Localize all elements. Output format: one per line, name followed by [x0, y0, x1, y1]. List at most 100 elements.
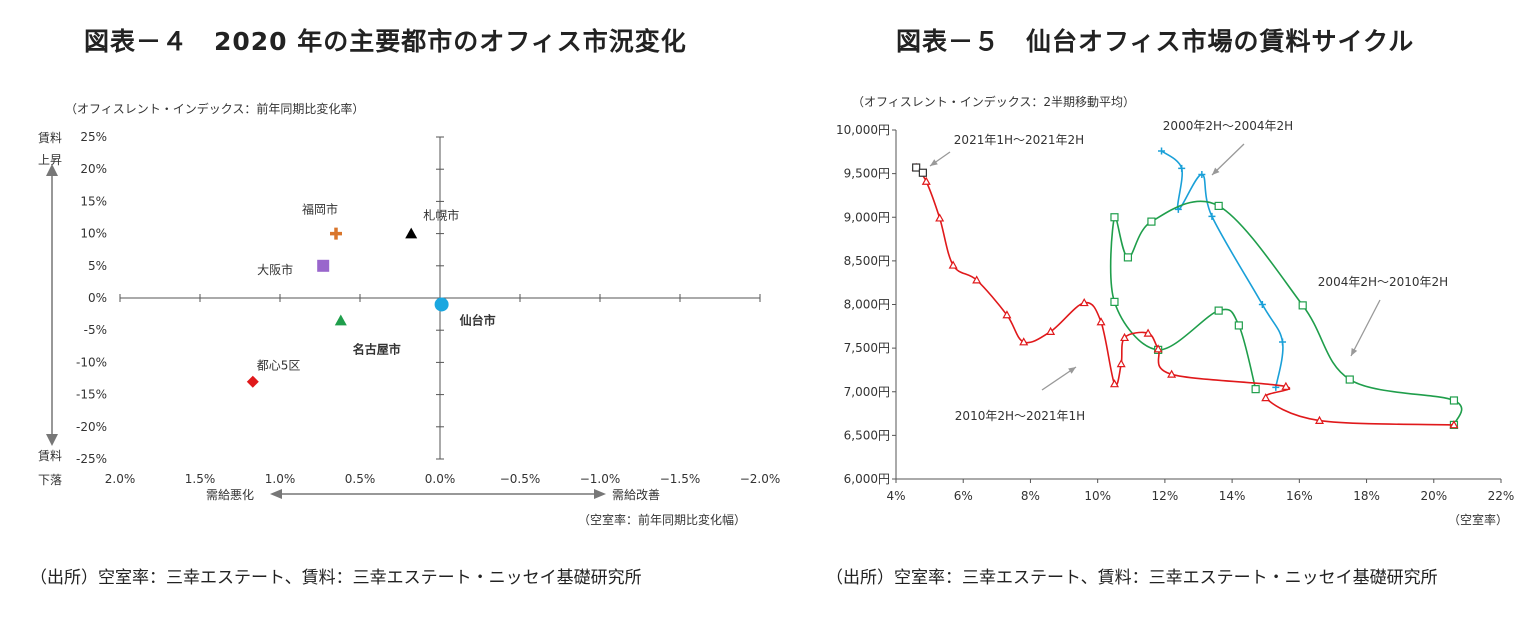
cycle-point-2-10 — [1096, 317, 1106, 326]
cycle-point-2-14 — [1002, 310, 1012, 319]
scatter-x-tick-label: −2.0% — [740, 472, 781, 486]
scatter-point-label-5: 都心5区 — [257, 359, 301, 373]
scatter-y-axis-label: （オフィスレント・インデックス：前年同期比変化率） — [65, 101, 364, 116]
cycle-y-tick-label: 6,000円 — [844, 472, 890, 486]
cycle-series-line-1 — [1109, 200, 1463, 426]
cycle-y-tick-label: 7,000円 — [844, 385, 890, 399]
cycle-point-2-4 — [1167, 369, 1177, 378]
cycle-point-2-8 — [1116, 359, 1126, 368]
cycle-x-tick-label: 18% — [1353, 489, 1380, 503]
scatter-x-tick-label: 2.0% — [105, 472, 136, 486]
scatter-y-tick-label: 0% — [88, 291, 107, 305]
cycle-point-2-18 — [921, 176, 931, 185]
cycle-point-0-0 — [1158, 147, 1166, 155]
cycle-x-tick-label: 22% — [1488, 489, 1515, 503]
cycle-pointer-arrowhead-3 — [930, 159, 938, 166]
left-chart-title: 図表－４ 2020 年の主要都市のオフィス市況変化 — [84, 27, 687, 56]
cycle-x-tick-label: 14% — [1219, 489, 1246, 503]
cycle-y-tick-label: 8,000円 — [844, 298, 890, 312]
cycle-series-line-2 — [915, 167, 1454, 426]
cycle-point-2-15 — [972, 275, 982, 284]
cycle-point-2-11 — [1079, 298, 1089, 307]
scatter-y-tick-label: -10% — [76, 355, 107, 369]
cycle-point-2-1 — [1314, 415, 1325, 424]
cycle-point-1-5 — [1110, 213, 1119, 222]
scatter-x-tick-label: −1.0% — [580, 472, 621, 486]
scatter-y-tick-label: -25% — [76, 452, 107, 466]
cycle-series-label-2: 2010年2H～2021年1H — [955, 409, 1085, 423]
cycle-pointer-arrow-0 — [1211, 143, 1245, 176]
cycle-point-1-8 — [1214, 201, 1223, 211]
scatter-point-label-4: 名古屋市 — [353, 342, 401, 357]
rent-up-arrowhead — [46, 164, 58, 176]
cycle-point-2-0 — [1449, 420, 1459, 429]
cycle-point-1-9 — [1298, 301, 1307, 310]
cycle-series-label-0: 2000年2H～2004年2H — [1163, 119, 1293, 133]
scatter-x-tick-label: 0.0% — [425, 472, 456, 486]
cycle-x-tick-label: 20% — [1420, 489, 1447, 503]
cycle-point-0-5 — [1258, 301, 1266, 308]
cycle-point-1-6 — [1123, 253, 1133, 262]
cycle-point-2-13 — [1019, 337, 1029, 346]
cycle-y-tick-label: 10,000円 — [836, 123, 890, 137]
cycle-pointer-arrowhead-1 — [1351, 348, 1358, 356]
cycle-point-2-9 — [1109, 379, 1119, 388]
scatter-x-axis-label: （空室率：前年同期比変化幅） — [578, 512, 746, 527]
scatter-point-1 — [330, 227, 342, 240]
rent-up-label-1: 賃料 — [38, 130, 62, 145]
sendai-rent-cycle-chart: （オフィスレント・インデックス：2半期移動平均） （空室率） 10,000円 9,… — [836, 94, 1515, 527]
cycle-y-tick-label: 9,500円 — [844, 167, 890, 181]
rent-down-arrowhead — [46, 434, 58, 446]
scatter-point-label-1: 福岡市 — [302, 202, 338, 217]
city-office-market-scatter: （オフィスレント・インデックス：前年同期比変化率） （空室率：前年同期比変化幅）… — [38, 101, 781, 527]
cycle-point-1-2 — [1214, 306, 1223, 315]
supply-right-arrowhead — [594, 489, 606, 499]
cycle-point-0-1 — [1178, 164, 1186, 172]
supply-better-label: 需給改善 — [612, 487, 660, 502]
cycle-point-1-4 — [1110, 297, 1119, 306]
scatter-x-tick-label: 1.5% — [185, 472, 216, 486]
cycle-point-2-3 — [1281, 381, 1291, 390]
cycle-point-2-6 — [1143, 328, 1153, 337]
rent-up-label-2: 上昇 — [38, 153, 62, 167]
cycle-point-1-10 — [1345, 375, 1354, 384]
cycle-y-tick-label: 8,500円 — [844, 254, 890, 268]
cycle-x-tick-label: 16% — [1286, 489, 1313, 503]
cycle-point-0-3 — [1198, 170, 1206, 178]
cycle-y-tick-label: 9,000円 — [844, 210, 890, 224]
cycle-point-2-2 — [1261, 393, 1271, 402]
scatter-x-tick-label: 1.0% — [265, 472, 296, 486]
scatter-y-tick-label: 10% — [80, 227, 107, 241]
cycle-point-1-1 — [1234, 321, 1243, 330]
scatter-x-tick-label: −1.5% — [660, 472, 701, 486]
cycle-point-1-7 — [1147, 217, 1156, 226]
cycle-y-tick-label: 7,500円 — [844, 341, 890, 355]
cycle-point-2-5 — [1153, 344, 1163, 353]
left-source-note: （出所）空室率：三幸エステート、賃料：三幸エステート・ニッセイ基礎研究所 — [30, 568, 642, 588]
scatter-y-tick-label: 15% — [80, 194, 107, 208]
cycle-series-line-0 — [1161, 150, 1284, 388]
cycle-point-0-4 — [1208, 212, 1216, 220]
cycle-point-0-6 — [1279, 338, 1287, 346]
cycle-x-tick-label: 12% — [1152, 489, 1179, 503]
cycle-point-2-16 — [948, 260, 958, 269]
scatter-y-tick-label: 5% — [88, 259, 107, 273]
scatter-point-5 — [246, 375, 259, 388]
cycle-point-3-1 — [918, 168, 927, 177]
scatter-point-label-3: 仙台市 — [460, 312, 496, 327]
scatter-y-tick-label: -15% — [76, 388, 107, 402]
cycle-x-axis-label: （空室率） — [1448, 512, 1508, 527]
cycle-pointer-arrowhead-2 — [1068, 367, 1076, 374]
supply-worse-label: 需給悪化 — [206, 488, 254, 502]
scatter-x-tick-label: −0.5% — [500, 472, 541, 486]
rent-down-label-2: 下落 — [38, 473, 62, 487]
cycle-y-tick-label: 6,500円 — [844, 428, 890, 442]
cycle-pointer-arrowhead-0 — [1212, 167, 1220, 175]
cycle-point-2-7 — [1120, 332, 1130, 342]
cycle-x-tick-label: 6% — [954, 489, 973, 503]
scatter-point-label-0: 札幌市 — [423, 208, 459, 223]
scatter-point-label-2: 大阪市 — [257, 262, 293, 277]
right-chart-title: 図表－５ 仙台オフィス市場の賃料サイクル — [896, 27, 1415, 56]
supply-left-arrowhead — [270, 489, 282, 499]
cycle-y-axis-label: （オフィスレント・インデックス：2半期移動平均） — [852, 94, 1135, 109]
